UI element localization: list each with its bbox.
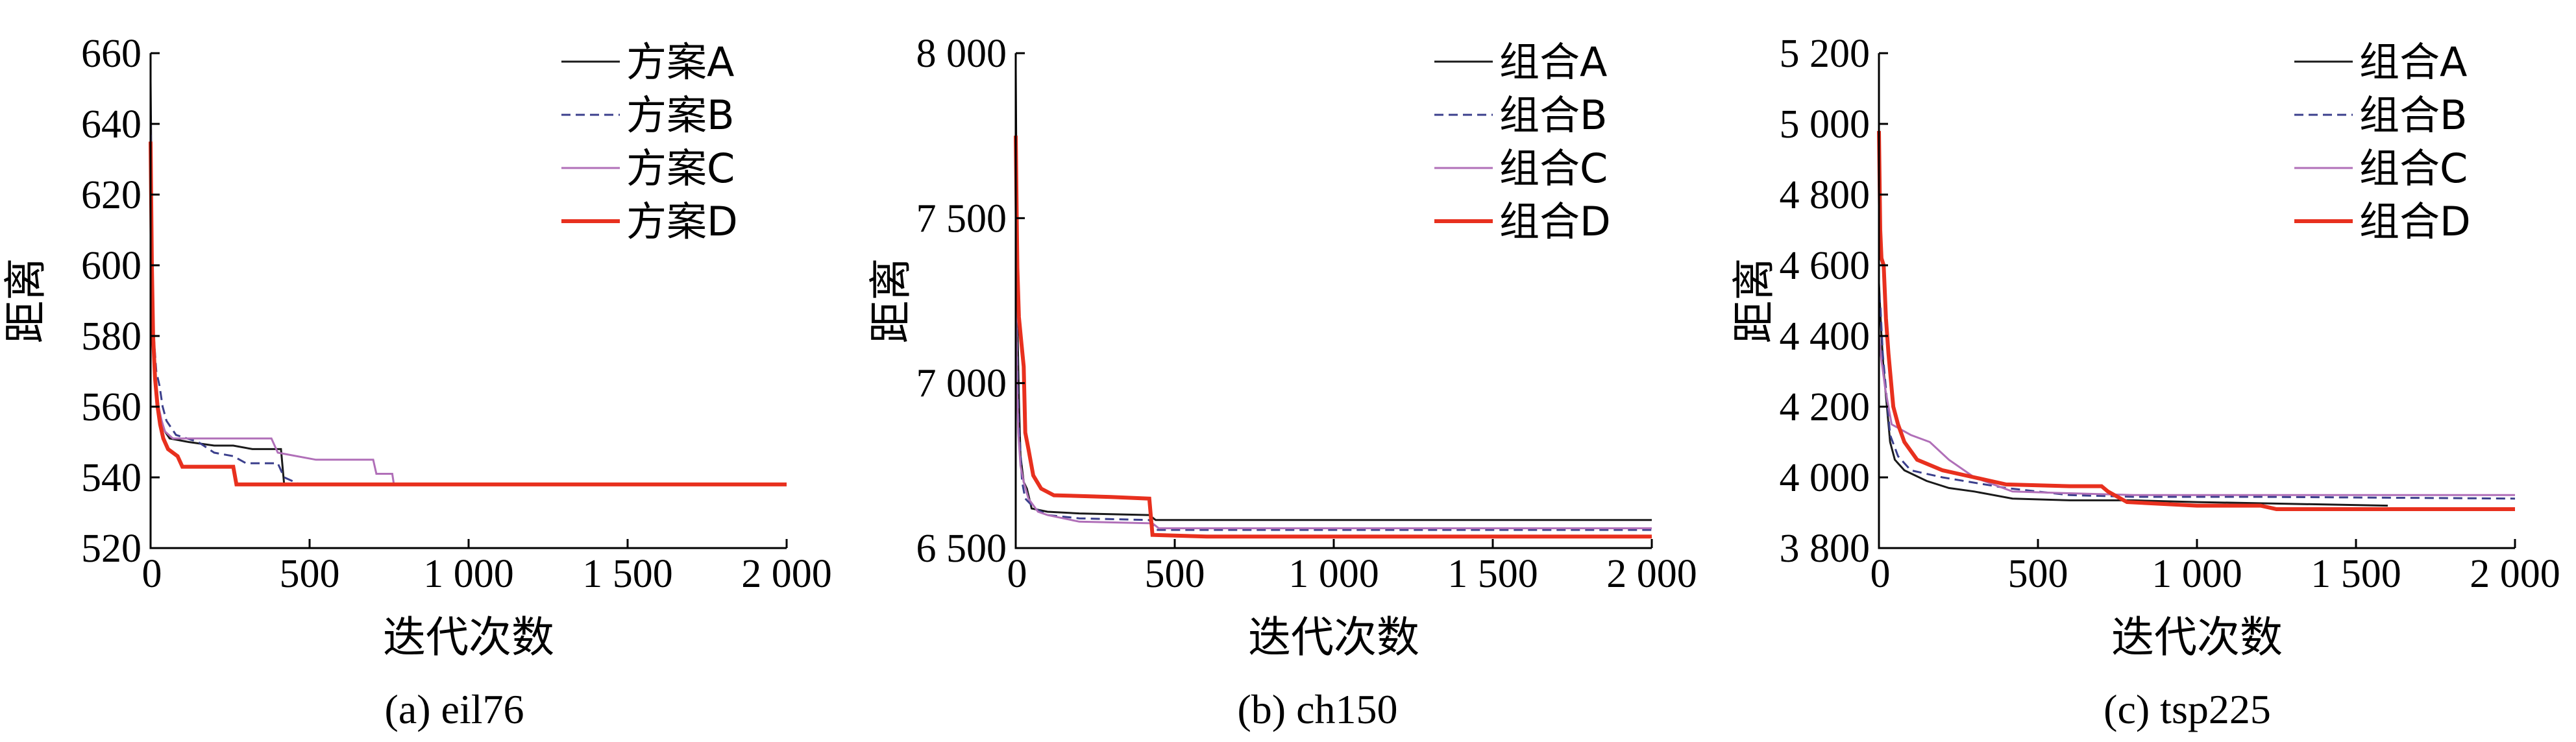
y-tick-label: 520 — [81, 527, 141, 571]
series-line-3 — [1877, 130, 2515, 511]
x-axis-label: 迭代次数 — [2111, 612, 2283, 662]
chart-panel-tsp225: 3 800 4 000 4 200 4 400 4 600 4 800 5 000 5 200… — [1729, 32, 2560, 732]
y-tick-label: 620 — [81, 173, 141, 217]
y-axis-label: 距离 — [1729, 258, 1779, 344]
x-tick-label: 1 500 — [582, 552, 673, 596]
series-line-1 — [1878, 293, 2516, 500]
x-tick-label: 1 000 — [2152, 552, 2242, 596]
x-tick-label: 0 — [1871, 552, 1891, 596]
legend-label: 组合C — [2359, 145, 2468, 192]
x-tick-label: 2 000 — [1606, 552, 1697, 596]
x-tick-label: 0 — [142, 552, 162, 596]
x-axis-label: 迭代次数 — [383, 612, 554, 662]
y-tick-label: 4 000 — [1780, 456, 1871, 500]
series-line-3 — [149, 141, 787, 486]
y-tick-label: 5 000 — [1780, 102, 1871, 147]
chart-panel-eil76: 520 540 560 580 600 620 640 660 0 500 1 000 1 500 2 … — [1, 32, 832, 732]
y-tick-label: 4 800 — [1780, 173, 1871, 217]
x-tick-label: 1 500 — [2311, 552, 2401, 596]
y-tick-label: 640 — [81, 102, 141, 147]
legend-label: 组合D — [1499, 198, 1611, 245]
x-tick-label: 2 000 — [741, 552, 832, 596]
x-tick-label: 2 000 — [2470, 552, 2560, 596]
y-tick-label: 7 500 — [916, 197, 1007, 241]
y-tick-label: 660 — [81, 32, 141, 76]
y-axis-label: 距离 — [866, 258, 916, 344]
series-line-2 — [1014, 251, 1652, 529]
legend-label: 组合A — [1499, 38, 1607, 86]
series-line-2 — [1878, 335, 2515, 496]
y-tick-label: 5 200 — [1780, 32, 1871, 76]
y-tick-label: 560 — [81, 385, 141, 429]
legend-label: 方案C — [626, 145, 735, 192]
y-tick-label: 600 — [81, 244, 141, 288]
x-tick-label: 500 — [2008, 552, 2068, 596]
y-tick-label: 8 000 — [916, 32, 1007, 76]
x-tick-label: 1 000 — [423, 552, 514, 596]
chart-panel-ch150: 6 500 7 000 7 500 8 000 0 500 1 000 1 500 2 000 迭… — [866, 32, 1697, 732]
x-tick-label: 1 000 — [1288, 552, 1379, 596]
y-tick-label: 580 — [81, 315, 141, 359]
x-tick-label: 500 — [1145, 552, 1205, 596]
y-axis-label: 距离 — [1, 258, 51, 344]
x-axis-label: 迭代次数 — [1248, 612, 1419, 662]
y-tick-label: 3 800 — [1780, 527, 1871, 571]
legend-label: 组合D — [2359, 198, 2471, 245]
legend-label: 组合A — [2359, 38, 2467, 86]
legend-label: 方案B — [626, 91, 735, 139]
series-line-0 — [149, 81, 787, 486]
legend-label: 组合B — [2359, 91, 2468, 139]
legend-label: 组合C — [1499, 145, 1608, 192]
legend-label: 组合B — [1499, 91, 1608, 139]
y-tick-label: 4 200 — [1780, 385, 1871, 429]
x-tick-label: 1 500 — [1447, 552, 1538, 596]
y-tick-label: 540 — [81, 456, 141, 500]
y-tick-label: 4 600 — [1780, 244, 1871, 288]
y-tick-label: 6 500 — [916, 527, 1007, 571]
panel-caption: (a) eil76 — [385, 686, 524, 732]
panel-caption: (c) tsp225 — [2104, 686, 2271, 732]
x-tick-label: 0 — [1007, 552, 1027, 596]
y-tick-label: 7 000 — [916, 362, 1007, 406]
legend-label: 方案A — [626, 38, 734, 86]
x-tick-label: 500 — [280, 552, 340, 596]
legend-label: 方案D — [626, 198, 738, 245]
series-line-3 — [1014, 136, 1652, 539]
panel-caption: (b) ch150 — [1237, 686, 1397, 732]
y-tick-label: 4 400 — [1780, 315, 1871, 359]
